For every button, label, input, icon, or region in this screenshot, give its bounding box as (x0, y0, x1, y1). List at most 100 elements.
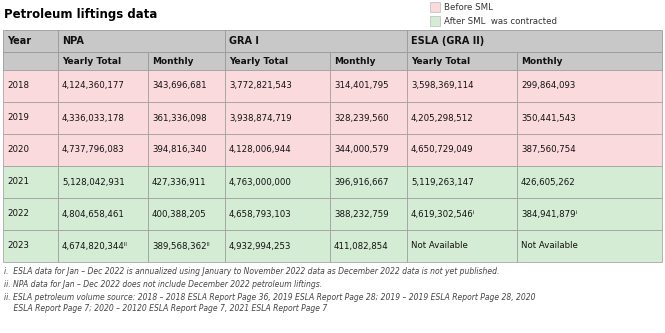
Text: Yearly Total: Yearly Total (229, 57, 288, 66)
FancyBboxPatch shape (407, 30, 662, 52)
Text: 4,619,302,546ⁱ: 4,619,302,546ⁱ (411, 209, 475, 218)
Text: 394,816,340: 394,816,340 (152, 146, 207, 155)
Text: 350,441,543: 350,441,543 (521, 114, 576, 123)
FancyBboxPatch shape (517, 52, 662, 70)
FancyBboxPatch shape (330, 198, 407, 230)
FancyBboxPatch shape (148, 134, 225, 166)
Text: 344,000,579: 344,000,579 (334, 146, 388, 155)
FancyBboxPatch shape (225, 230, 330, 262)
Text: 388,232,759: 388,232,759 (334, 209, 388, 218)
FancyBboxPatch shape (58, 30, 225, 52)
FancyBboxPatch shape (148, 70, 225, 102)
FancyBboxPatch shape (58, 102, 148, 134)
FancyBboxPatch shape (430, 2, 440, 12)
FancyBboxPatch shape (225, 166, 330, 198)
Text: 2018: 2018 (7, 82, 29, 91)
Text: 4,804,658,461: 4,804,658,461 (62, 209, 125, 218)
Text: GRA I: GRA I (229, 36, 259, 46)
Text: 2022: 2022 (7, 209, 29, 218)
FancyBboxPatch shape (3, 52, 58, 70)
FancyBboxPatch shape (3, 30, 58, 52)
FancyBboxPatch shape (3, 230, 58, 262)
Text: 4,336,033,178: 4,336,033,178 (62, 114, 125, 123)
FancyBboxPatch shape (330, 166, 407, 198)
Text: i.  ESLA data for Jan – Dec 2022 is annualized using January to November 2022 da: i. ESLA data for Jan – Dec 2022 is annua… (4, 267, 499, 276)
FancyBboxPatch shape (407, 166, 517, 198)
FancyBboxPatch shape (148, 198, 225, 230)
Text: 4,932,994,253: 4,932,994,253 (229, 241, 291, 250)
FancyBboxPatch shape (148, 102, 225, 134)
Text: Yearly Total: Yearly Total (62, 57, 121, 66)
Text: 387,560,754: 387,560,754 (521, 146, 576, 155)
Text: 343,696,681: 343,696,681 (152, 82, 207, 91)
Text: ii. NPA data for Jan – Dec 2022 does not include December 2022 petroleum lifting: ii. NPA data for Jan – Dec 2022 does not… (4, 280, 322, 289)
FancyBboxPatch shape (225, 70, 330, 102)
FancyBboxPatch shape (58, 198, 148, 230)
FancyBboxPatch shape (58, 230, 148, 262)
Text: 426,605,262: 426,605,262 (521, 177, 576, 186)
Text: 4,763,000,000: 4,763,000,000 (229, 177, 292, 186)
FancyBboxPatch shape (148, 52, 225, 70)
Text: 4,650,729,049: 4,650,729,049 (411, 146, 473, 155)
FancyBboxPatch shape (58, 70, 148, 102)
Text: Monthly: Monthly (334, 57, 376, 66)
Text: Yearly Total: Yearly Total (411, 57, 470, 66)
FancyBboxPatch shape (407, 198, 517, 230)
FancyBboxPatch shape (148, 166, 225, 198)
FancyBboxPatch shape (330, 70, 407, 102)
Text: Not Available: Not Available (521, 241, 578, 250)
Text: ESLA (GRA II): ESLA (GRA II) (411, 36, 484, 46)
FancyBboxPatch shape (3, 70, 58, 102)
Text: 4,128,006,944: 4,128,006,944 (229, 146, 292, 155)
FancyBboxPatch shape (3, 166, 58, 198)
Text: 3,772,821,543: 3,772,821,543 (229, 82, 292, 91)
FancyBboxPatch shape (330, 52, 407, 70)
Text: 400,388,205: 400,388,205 (152, 209, 207, 218)
FancyBboxPatch shape (58, 166, 148, 198)
Text: 3,938,874,719: 3,938,874,719 (229, 114, 292, 123)
FancyBboxPatch shape (3, 102, 58, 134)
Text: 389,568,362ᴵᴵ: 389,568,362ᴵᴵ (152, 241, 209, 250)
Text: ii. ESLA petroleum volume source: 2018 – 2018 ESLA Report Page 36, 2019 ESLA Rep: ii. ESLA petroleum volume source: 2018 –… (4, 293, 535, 302)
FancyBboxPatch shape (58, 134, 148, 166)
Text: 411,082,854: 411,082,854 (334, 241, 389, 250)
Text: Petroleum liftings data: Petroleum liftings data (4, 8, 158, 21)
Text: 4,658,793,103: 4,658,793,103 (229, 209, 292, 218)
FancyBboxPatch shape (407, 70, 517, 102)
Text: Before SML: Before SML (444, 3, 493, 12)
Text: Monthly: Monthly (152, 57, 194, 66)
FancyBboxPatch shape (225, 102, 330, 134)
FancyBboxPatch shape (517, 134, 662, 166)
Text: 4,737,796,083: 4,737,796,083 (62, 146, 125, 155)
Text: 2023: 2023 (7, 241, 29, 250)
FancyBboxPatch shape (517, 198, 662, 230)
Text: 328,239,560: 328,239,560 (334, 114, 388, 123)
Text: 396,916,667: 396,916,667 (334, 177, 388, 186)
Text: ESLA Report Page 7; 2020 – 20120 ESLA Report Page 7, 2021 ESLA Report Page 7: ESLA Report Page 7; 2020 – 20120 ESLA Re… (4, 304, 327, 313)
Text: 2020: 2020 (7, 146, 29, 155)
FancyBboxPatch shape (225, 52, 330, 70)
FancyBboxPatch shape (430, 16, 440, 26)
FancyBboxPatch shape (407, 102, 517, 134)
Text: 4,124,360,177: 4,124,360,177 (62, 82, 125, 91)
FancyBboxPatch shape (225, 198, 330, 230)
FancyBboxPatch shape (148, 230, 225, 262)
FancyBboxPatch shape (3, 134, 58, 166)
Text: 5,119,263,147: 5,119,263,147 (411, 177, 473, 186)
Text: 314,401,795: 314,401,795 (334, 82, 388, 91)
FancyBboxPatch shape (330, 102, 407, 134)
Text: 4,674,820,344ᴵᴵ: 4,674,820,344ᴵᴵ (62, 241, 128, 250)
Text: 361,336,098: 361,336,098 (152, 114, 207, 123)
Text: NPA: NPA (62, 36, 84, 46)
Text: 5,128,042,931: 5,128,042,931 (62, 177, 125, 186)
Text: 427,336,911: 427,336,911 (152, 177, 207, 186)
FancyBboxPatch shape (3, 198, 58, 230)
Text: Year: Year (7, 36, 31, 46)
Text: 2021: 2021 (7, 177, 29, 186)
FancyBboxPatch shape (517, 230, 662, 262)
Text: After SML  was contracted: After SML was contracted (444, 17, 557, 26)
FancyBboxPatch shape (517, 102, 662, 134)
Text: 4,205,298,512: 4,205,298,512 (411, 114, 473, 123)
Text: Monthly: Monthly (521, 57, 563, 66)
FancyBboxPatch shape (407, 230, 517, 262)
